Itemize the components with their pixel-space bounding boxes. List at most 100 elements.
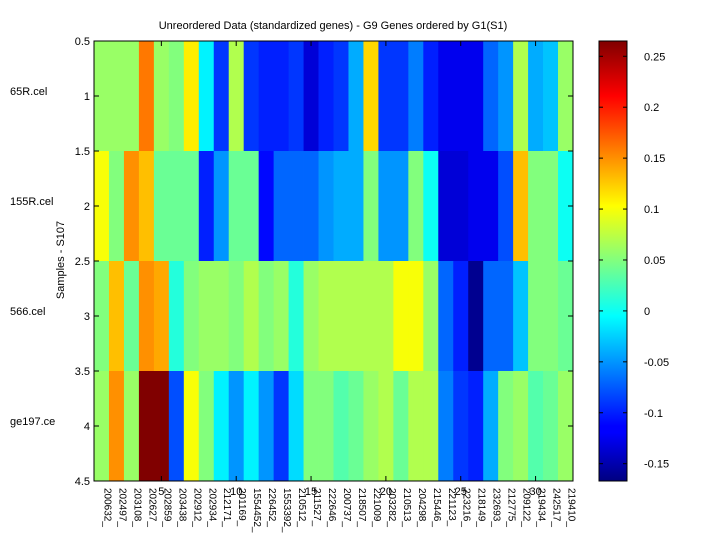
heatmap-cell (438, 41, 454, 152)
heatmap-cell (243, 261, 260, 372)
heatmap-cell (408, 151, 424, 262)
heatmap-cell (258, 151, 275, 262)
y-tick-label: 1.5 (75, 146, 90, 158)
heatmap-cell (483, 151, 499, 262)
heatmap-cell (288, 41, 304, 152)
heatmap-cell (94, 151, 110, 262)
heatmap-cell (303, 41, 319, 152)
column-label: 211527_ (311, 488, 322, 527)
colorbar-tick-label: -0.05 (644, 357, 669, 369)
heatmap-cell (333, 371, 349, 482)
colorbar-tick-label: 0 (644, 306, 650, 318)
heatmap-cell (408, 41, 424, 152)
heatmap-cell (378, 151, 394, 262)
x-tick-label: 15 (305, 486, 317, 498)
heatmap-cell (438, 151, 454, 262)
heatmap-cell (108, 371, 125, 482)
heatmap-cell (108, 151, 125, 262)
column-label: 202912_ (191, 488, 202, 527)
heatmap-cell (363, 371, 379, 482)
column-label: 203438_ (176, 488, 187, 527)
column-label: 219410_ (566, 488, 577, 527)
y-tick-label: 4.5 (75, 476, 90, 488)
heatmap-cell (498, 371, 514, 482)
heatmap-cell (258, 261, 275, 372)
heatmap-cell (153, 41, 170, 152)
heatmap-cell (393, 261, 409, 372)
heatmap-cell (318, 41, 334, 152)
heatmap-cell (168, 371, 185, 482)
column-label: 204298_ (416, 488, 427, 527)
heatmap-cell (318, 151, 334, 262)
heatmap-cell (198, 41, 215, 152)
heatmap-cell (273, 41, 289, 152)
heatmap-cell (243, 151, 260, 262)
heatmap-cell (94, 41, 110, 152)
row-label: 155R.cel (10, 196, 53, 208)
heatmap-cell (228, 261, 245, 372)
column-label: 210513_ (401, 488, 412, 527)
heatmap-cell (363, 261, 379, 372)
heatmap-cell (318, 261, 334, 372)
heatmap-cell (498, 261, 514, 372)
heatmap-cell (168, 261, 185, 372)
heatmap-cell (273, 261, 289, 372)
heatmap-cell (453, 151, 469, 262)
column-label: 223216_ (461, 488, 472, 527)
column-label: 215446_ (431, 488, 442, 527)
heatmap-cell (288, 261, 304, 372)
heatmap-cell (168, 41, 185, 152)
column-label: 202859_ (161, 488, 172, 527)
heatmap-cell (363, 41, 379, 152)
heatmap-cell (94, 261, 110, 372)
heatmap-axes: 0.5 1 1.5 2 2.5 3 3.5 4 4.5 5 10 15 20 25 30 (75, 36, 574, 498)
heatmap-cell (528, 151, 544, 262)
heatmap-cell (153, 261, 170, 372)
heatmap-cell (483, 41, 499, 152)
x-tick-label: 10 (230, 486, 242, 498)
heatmap-cell (348, 41, 364, 152)
heatmap-cell (408, 261, 424, 372)
column-label: 1554452_ (251, 488, 262, 533)
heatmap-cell (318, 371, 334, 482)
heatmap-cell (198, 261, 215, 372)
colorbar-gradient (599, 41, 627, 481)
heatmap-cell (108, 41, 125, 152)
heatmap-cell (228, 371, 245, 482)
column-label: 200737_ (341, 488, 352, 527)
heatmap-cell (183, 41, 200, 152)
heatmap-cell (468, 261, 484, 372)
column-label: 212171_ (221, 488, 232, 527)
heatmap-cell (213, 371, 230, 482)
column-label: 218507_ (356, 488, 367, 527)
heatmap-cell (468, 41, 484, 152)
colorbar-tick-label: -0.1 (644, 408, 663, 420)
column-label: 222646_ (326, 488, 337, 527)
heatmap-cell (558, 151, 574, 262)
column-label: 202497_ (117, 488, 128, 527)
heatmap-cell (348, 151, 364, 262)
chart-title: Unreordered Data (standardized genes) - … (159, 20, 508, 32)
heatmap-cell (513, 151, 529, 262)
heatmap-cell (468, 371, 484, 482)
heatmap-cell (228, 151, 245, 262)
heatmap-cell (483, 371, 499, 482)
heatmap-cell (438, 371, 454, 482)
column-label: 1553392_ (281, 488, 292, 533)
heatmap-cell (498, 151, 514, 262)
column-label: 210512_ (296, 488, 307, 527)
x-tick-label: 5 (158, 486, 164, 498)
heatmap-cell (243, 41, 260, 152)
heatmap-cell (513, 41, 529, 152)
row-labels: 65R.cel 155R.cel 566.cel ge197.ce (10, 86, 55, 428)
heatmap-cell (213, 41, 230, 152)
column-label: 221123_ (446, 488, 457, 527)
heatmap-cell (393, 151, 409, 262)
colorbar-tick-label: 0.15 (644, 153, 665, 165)
heatmap-cell (213, 151, 230, 262)
heatmap-cell (198, 371, 215, 482)
column-label: 203108_ (131, 488, 142, 527)
column-label: 201169_ (236, 488, 247, 527)
colorbar-frame (598, 40, 628, 482)
heatmap-cell (378, 371, 394, 482)
